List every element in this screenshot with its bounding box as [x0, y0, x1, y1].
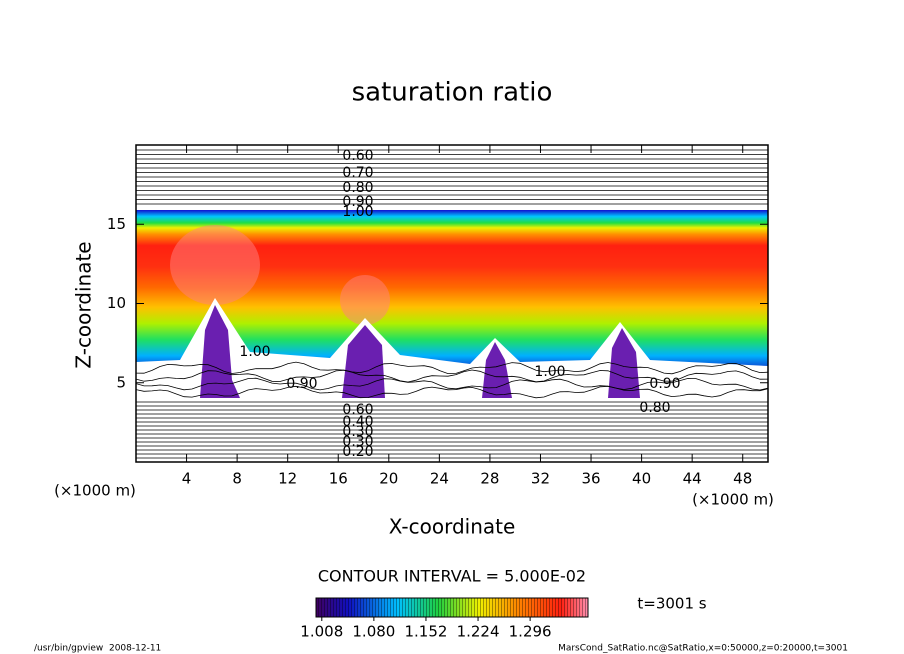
- y-tick-label: 10: [107, 294, 126, 312]
- x-tick-label: 32: [531, 470, 550, 488]
- x-tick-label: 8: [232, 470, 242, 488]
- x-tick-label: 40: [632, 470, 651, 488]
- contour-line: [136, 385, 768, 399]
- contour-label: 1.00: [239, 344, 270, 360]
- contour-label: 0.30: [342, 434, 373, 450]
- time-label: t=3001 s: [637, 595, 706, 613]
- contour-label: 0.20: [342, 444, 373, 460]
- contour-label: 0.70: [342, 165, 373, 181]
- x-tick-label: 48: [733, 470, 752, 488]
- x-axis-unit: (×1000 m): [692, 491, 774, 509]
- contour-field: [136, 145, 768, 462]
- contour-interval: CONTOUR INTERVAL = 5.000E-02: [318, 567, 586, 586]
- contour-line: [136, 361, 768, 375]
- contour-line: [136, 369, 768, 383]
- contour-label: 0.30: [342, 424, 373, 440]
- footer-left: /usr/bin/gpview 2008-12-11: [34, 644, 161, 654]
- contour-label: 0.40: [342, 414, 373, 430]
- contour-label: 0.60: [342, 402, 373, 418]
- x-axis-label: X-coordinate: [389, 515, 516, 539]
- y-tick-label: 5: [116, 373, 126, 391]
- colorbar-tick-label: 1.152: [404, 623, 447, 641]
- x-tick-label: 24: [430, 470, 449, 488]
- colorbar-tick-label: 1.296: [509, 623, 552, 641]
- contour-label: 0.60: [342, 148, 373, 164]
- colorbar-frame: [315, 597, 589, 618]
- colorbar-tick-label: 1.224: [457, 623, 500, 641]
- contour-label: 0.80: [342, 180, 373, 196]
- x-tick-label: 44: [683, 470, 702, 488]
- contour-label: 1.00: [342, 204, 373, 220]
- contour-label: 0.90: [342, 194, 373, 210]
- y-axis-label: Z-coordinate: [72, 241, 96, 368]
- contour-label: 0.90: [286, 376, 317, 392]
- y-tick-label: 15: [107, 215, 126, 233]
- y-axis-unit: (×1000 m): [54, 482, 136, 500]
- colorbar-tick-label: 1.008: [300, 623, 343, 641]
- chart-title: saturation ratio: [352, 78, 553, 108]
- footer-right: MarsCond_SatRatio.nc@SatRatio,x=0:50000,…: [558, 644, 848, 654]
- contour-label: 0.80: [639, 400, 670, 416]
- x-tick-label: 16: [329, 470, 348, 488]
- contour-line: [136, 377, 768, 391]
- x-tick-label: 12: [278, 470, 297, 488]
- x-tick-label: 20: [379, 470, 398, 488]
- colorbar-tick-label: 1.080: [352, 623, 395, 641]
- x-tick-label: 4: [182, 470, 192, 488]
- x-tick-label: 36: [581, 470, 600, 488]
- x-tick-label: 28: [480, 470, 499, 488]
- contour-label: 1.00: [534, 364, 565, 380]
- contour-label: 0.90: [649, 376, 680, 392]
